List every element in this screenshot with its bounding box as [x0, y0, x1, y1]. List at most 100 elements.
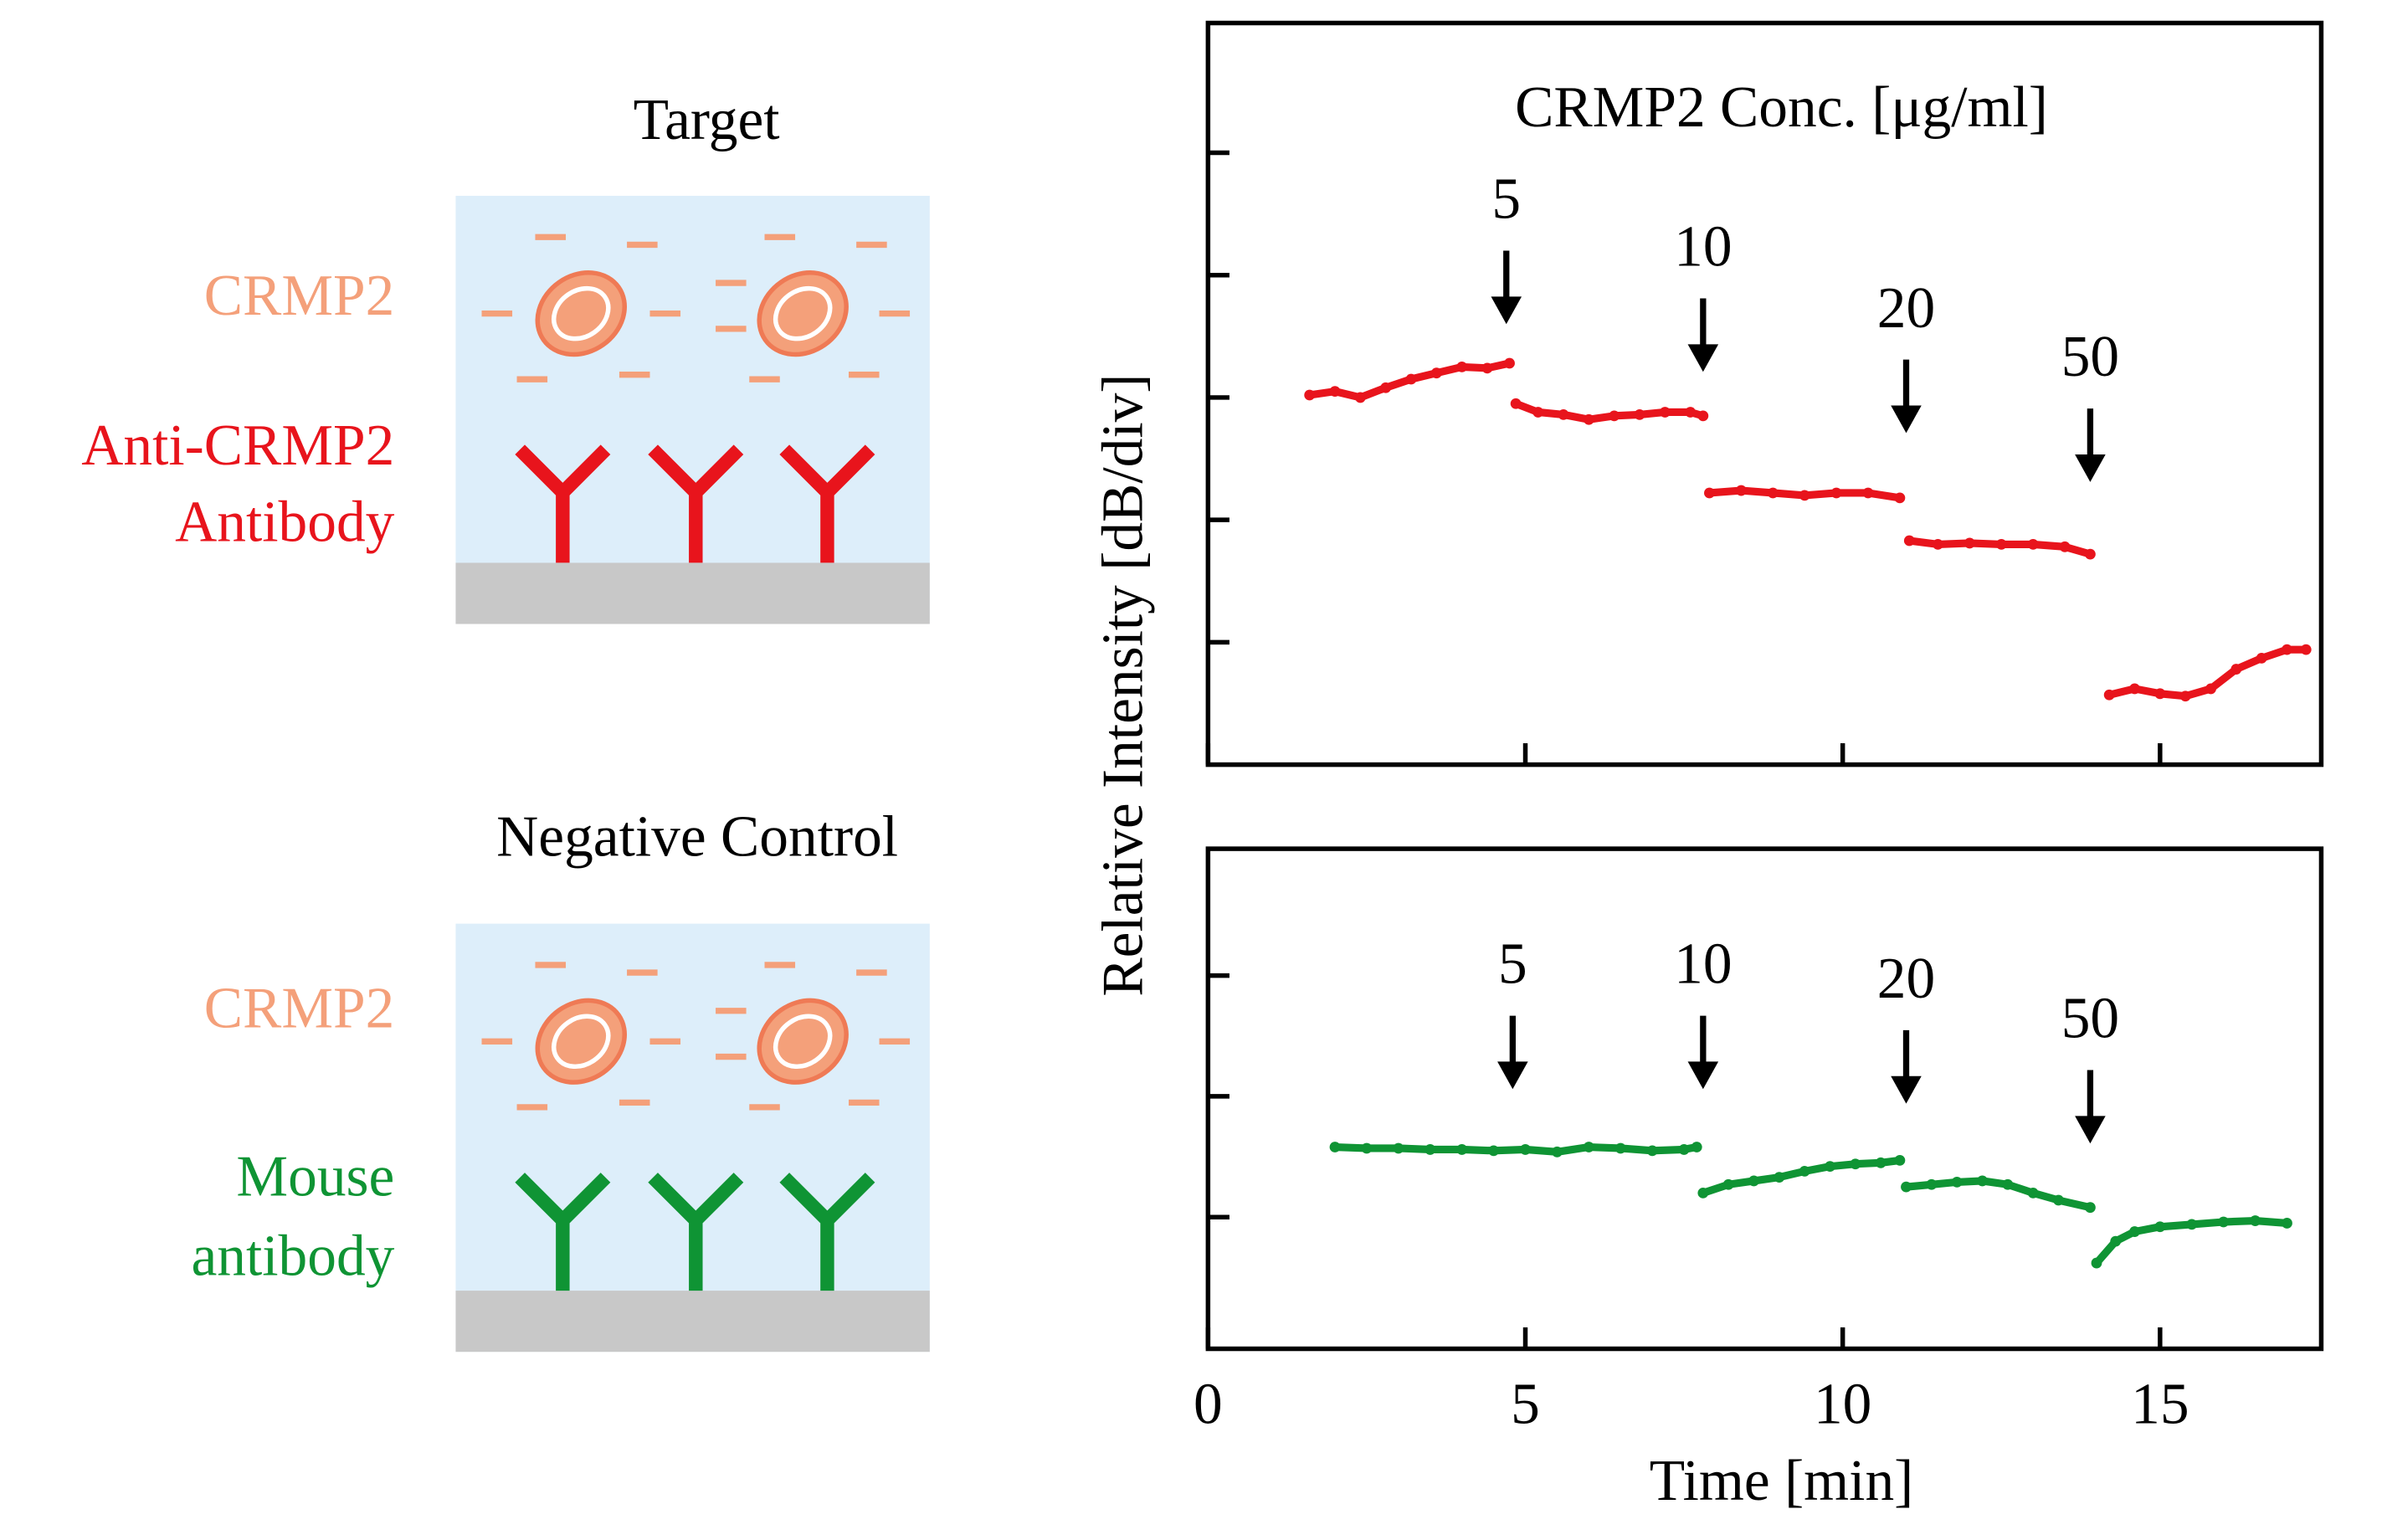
data-point — [1697, 1187, 1709, 1199]
arrow-head — [1687, 344, 1719, 372]
data-point — [1894, 492, 1906, 504]
data-point — [1380, 382, 1392, 393]
data-point — [1995, 539, 2007, 550]
data-point — [1774, 1172, 1785, 1183]
data-point — [1361, 1142, 1373, 1154]
data-point — [1609, 410, 1620, 422]
arrow-head — [2075, 1116, 2106, 1144]
data-point — [1552, 1146, 1563, 1158]
data-point — [1304, 389, 1316, 401]
data-point — [2085, 548, 2096, 560]
data-point — [1697, 410, 1709, 422]
data-point — [2103, 689, 2115, 701]
substrate — [455, 562, 930, 624]
diagram-title: Negative Control — [496, 805, 898, 870]
data-point — [1424, 1144, 1436, 1155]
data-point — [1646, 1145, 1658, 1157]
data-point — [1614, 1142, 1626, 1154]
data-point — [1901, 1181, 1912, 1193]
data-point — [2186, 1219, 2198, 1230]
annotation: 5 — [1491, 167, 1521, 232]
data-point — [1405, 373, 1417, 385]
data-point — [1583, 1142, 1594, 1152]
data-point — [2027, 539, 2039, 550]
data-point — [2002, 1178, 2014, 1190]
arrow-head — [1687, 1061, 1719, 1090]
data-point — [1894, 1155, 1906, 1166]
arrow-head — [1891, 1075, 1922, 1104]
data-point — [1722, 1178, 1734, 1190]
data-point — [1977, 1175, 1988, 1187]
x-tick-label: 10 — [1814, 1373, 1871, 1437]
data-point — [2179, 690, 2191, 702]
data-point — [1329, 386, 1341, 398]
data-point — [1456, 1144, 1468, 1155]
data-point — [1926, 1178, 1938, 1190]
trace — [1306, 359, 2310, 701]
data-point — [1691, 1142, 1702, 1152]
data-point — [2085, 1202, 2096, 1214]
data-point — [2091, 1257, 2102, 1269]
chart-title: CRMP2 Conc. [μg/ml] — [1515, 75, 2048, 140]
annotation: 10 — [1674, 932, 1732, 997]
x-tick-label: 15 — [2131, 1373, 2189, 1437]
receptor-label: Anti-CRMP2 — [81, 413, 394, 478]
plot-frame — [1205, 846, 2324, 1352]
annotation: 20 — [1877, 276, 1935, 341]
data-point — [1456, 361, 1468, 372]
data-point — [2205, 683, 2216, 695]
receptor-label: antibody — [191, 1224, 394, 1288]
data-point — [2230, 664, 2242, 675]
data-point — [1951, 1176, 1963, 1188]
data-point — [2218, 1216, 2230, 1228]
data-point — [1430, 367, 1442, 379]
data-point — [2053, 1194, 2064, 1206]
data-point — [2027, 1187, 2039, 1199]
analyte-label: CRMP2 — [204, 264, 395, 328]
target-diagram: Target CRMP2 Anti-CRMP2 Antibody — [81, 88, 930, 624]
analyte-label: CRMP2 — [204, 976, 395, 1040]
annotation: 10 — [1674, 215, 1732, 280]
substrate — [455, 1291, 930, 1353]
y-axis-label: Relative Intensity [dB/div] — [1091, 374, 1155, 997]
data-point — [2282, 1218, 2292, 1229]
data-point — [1875, 1157, 1887, 1168]
data-point — [2282, 644, 2292, 655]
arrow-head — [2075, 454, 2106, 482]
data-point — [1520, 1144, 1531, 1155]
data-point — [1504, 357, 1515, 369]
data-point — [2154, 1221, 2166, 1233]
data-point — [1510, 398, 1522, 409]
data-point — [1767, 487, 1779, 499]
annotation: 50 — [2061, 325, 2119, 389]
data-point — [1735, 485, 1747, 496]
annotation: 50 — [2061, 987, 2119, 1051]
arrow-head — [1891, 405, 1922, 434]
data-point — [1481, 362, 1493, 374]
data-point — [1799, 1166, 1810, 1177]
data-point — [1354, 392, 1366, 403]
receptor-label: Antibody — [175, 490, 395, 554]
data-point — [2250, 1215, 2261, 1226]
data-point — [1634, 409, 1645, 420]
data-point — [1685, 407, 1697, 418]
arrow-head — [1497, 1061, 1528, 1090]
data-point — [2256, 652, 2267, 664]
trace — [1331, 1142, 2292, 1267]
receptor-label: Mouse — [236, 1144, 394, 1209]
annotation: 20 — [1877, 947, 1935, 1011]
data-point — [2154, 688, 2166, 700]
data-point — [1799, 490, 1810, 501]
data-point — [1488, 1145, 1499, 1157]
plot-frame — [1205, 20, 2324, 767]
x-tick-label: 5 — [1511, 1373, 1540, 1437]
data-point — [1825, 1161, 1835, 1173]
data-point — [1862, 487, 1874, 499]
data-point — [1850, 1158, 1861, 1170]
data-point — [2110, 1235, 2122, 1247]
data-point — [1830, 487, 1842, 499]
data-point — [1558, 409, 1569, 420]
data-point — [1393, 1142, 1404, 1154]
